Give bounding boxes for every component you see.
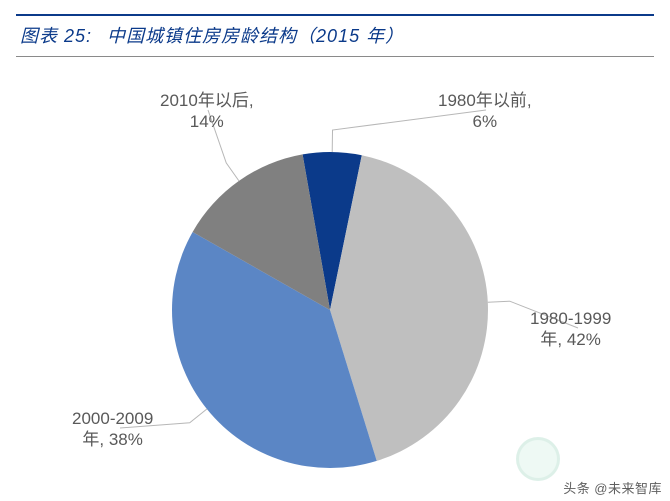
- slice-label: 2000-2009 年, 38%: [72, 408, 153, 451]
- watermark-logo-icon: [516, 437, 560, 481]
- slice-label: 1980年以前, 6%: [438, 90, 532, 133]
- figure-number: 图表 25:: [20, 26, 92, 46]
- watermark-text: 头条 @未来智库: [563, 478, 662, 497]
- figure-card: 图表 25: 中国城镇住房房龄结构（2015 年） 1980年以前, 6%198…: [0, 0, 670, 501]
- figure-title: 中国城镇住房房龄结构（2015 年）: [107, 26, 404, 46]
- slice-label: 1980-1999 年, 42%: [530, 308, 611, 351]
- pie-chart: 1980年以前, 6% 1980-1999 年, 42% 2000-2009 年, …: [0, 60, 670, 480]
- title-bar: 图表 25: 中国城镇住房房龄结构（2015 年）: [16, 14, 654, 57]
- slice-label: 2010年以后, 14%: [160, 90, 254, 133]
